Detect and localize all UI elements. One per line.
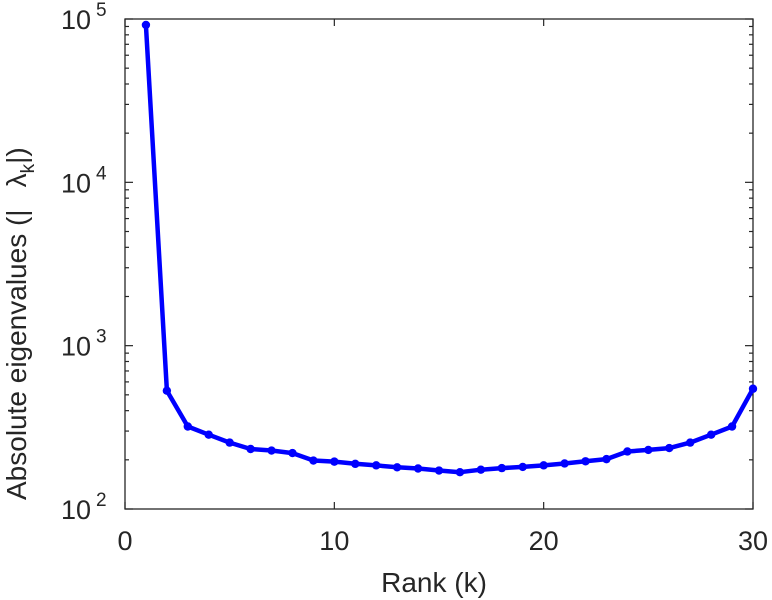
x-tick-label: 10 [319,526,349,556]
y-axis-title-subscript: k [18,163,39,173]
data-point [623,447,632,456]
y-tick-label: 10 4 [61,163,107,198]
y-tick-label: 10 2 [61,490,107,525]
data-point [204,430,213,439]
y-axis-title-symbol: λ [1,173,32,187]
y-tick-label: 10 3 [61,327,107,362]
data-point [581,457,590,466]
data-point [539,461,548,470]
data-point [727,422,737,431]
data-point [476,465,486,474]
data-point [392,463,402,472]
data-point [141,20,151,30]
plot-area [124,18,754,510]
x-tick-label: 20 [529,526,559,556]
data-point [372,461,381,470]
data-point [225,438,234,447]
data-point [351,459,360,469]
data-point [288,448,297,458]
axes-box [124,18,754,510]
x-axis-title: Rank (k) [381,567,487,598]
data-point [183,422,192,431]
data-point [560,459,569,468]
series-line [143,24,755,475]
data-point [644,445,653,455]
x-tick-label: 0 [117,526,132,556]
y-tick-label: 10 5 [61,0,107,35]
data-point [706,430,716,439]
x-axis: 0 10 20 30 [117,19,768,556]
data-point [434,466,444,475]
data-point [246,444,255,454]
data-point [602,454,611,464]
y-axis-title: Absolute eigenvalues (| λk|) [1,147,39,500]
data-point [162,386,172,395]
data-point [330,457,339,466]
data-point [665,443,674,453]
data-point [309,456,318,465]
data-point [518,462,527,472]
x-tick-label: 30 [738,526,768,556]
y-axis-title-close: |) [1,147,32,164]
data-point [686,438,695,447]
y-axis-title-group: Absolute eigenvalues (| λk|) [1,147,39,500]
data-point [748,384,758,393]
data-point [455,467,465,477]
data-point [497,463,506,473]
y-axis-title-main: Absolute eigenvalues (| [1,209,32,500]
data-point [267,446,276,455]
data-point [413,464,423,473]
series-group [141,20,758,477]
